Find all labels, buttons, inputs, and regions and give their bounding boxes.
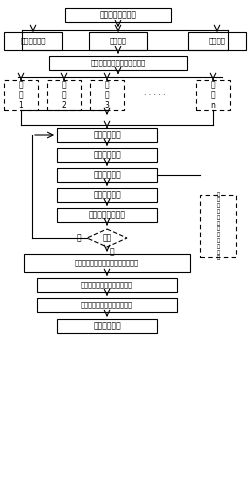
Bar bbox=[37, 278, 177, 292]
Bar bbox=[47, 80, 81, 110]
Bar bbox=[57, 319, 157, 333]
Text: 上控设计参数确定: 上控设计参数确定 bbox=[100, 10, 136, 19]
Text: 否: 否 bbox=[77, 234, 81, 243]
Text: 工
况
n: 工 况 n bbox=[210, 80, 216, 110]
Text: 模
式
数
化
滤
结
构
孔
率
阿
参
数: 模 式 数 化 滤 结 构 孔 率 阿 参 数 bbox=[216, 192, 220, 260]
Text: · · · · ·: · · · · · bbox=[144, 90, 166, 99]
Text: 建立几何模型: 建立几何模型 bbox=[93, 130, 121, 139]
Text: 设定边界条件: 设定边界条件 bbox=[93, 170, 121, 179]
Bar bbox=[196, 80, 230, 110]
Bar bbox=[188, 32, 246, 50]
Bar bbox=[89, 32, 147, 50]
Bar bbox=[57, 148, 157, 162]
Bar bbox=[24, 254, 190, 272]
Text: 划分结构网格: 划分结构网格 bbox=[93, 151, 121, 160]
Text: 工
况
1: 工 况 1 bbox=[18, 80, 24, 110]
Bar bbox=[57, 168, 157, 182]
Text: 保存计算文件，输出流场数计算结果: 保存计算文件，输出流场数计算结果 bbox=[75, 260, 139, 266]
Bar bbox=[200, 195, 236, 257]
Text: 进行数值迭代计算: 进行数值迭代计算 bbox=[88, 210, 126, 219]
Bar bbox=[57, 188, 157, 202]
Text: 工
况
3: 工 况 3 bbox=[104, 80, 110, 110]
Text: 基于响应曲面法进行工况设计: 基于响应曲面法进行工况设计 bbox=[90, 60, 146, 66]
Text: 是: 是 bbox=[110, 247, 114, 256]
Bar bbox=[4, 80, 38, 110]
Text: 计算各工况压差流量分配系数: 计算各工况压差流量分配系数 bbox=[81, 282, 133, 288]
Bar bbox=[90, 80, 124, 110]
Bar bbox=[37, 298, 177, 312]
Text: 基于响应曲面法进行优化设计: 基于响应曲面法进行优化设计 bbox=[81, 302, 133, 308]
Text: 运行参数: 运行参数 bbox=[208, 38, 226, 44]
Text: 输出优化结果: 输出优化结果 bbox=[93, 322, 121, 330]
Text: 结构参数: 结构参数 bbox=[110, 38, 126, 44]
Bar bbox=[65, 8, 171, 22]
Polygon shape bbox=[87, 229, 127, 247]
Text: 工
况
2: 工 况 2 bbox=[62, 80, 66, 110]
Bar bbox=[4, 32, 62, 50]
Text: 建立数学模型: 建立数学模型 bbox=[93, 191, 121, 200]
Bar bbox=[57, 208, 157, 222]
Text: 收敛: 收敛 bbox=[102, 234, 112, 243]
Bar bbox=[49, 56, 187, 70]
Text: 滤料特性参数: 滤料特性参数 bbox=[20, 38, 46, 44]
Bar bbox=[57, 128, 157, 142]
